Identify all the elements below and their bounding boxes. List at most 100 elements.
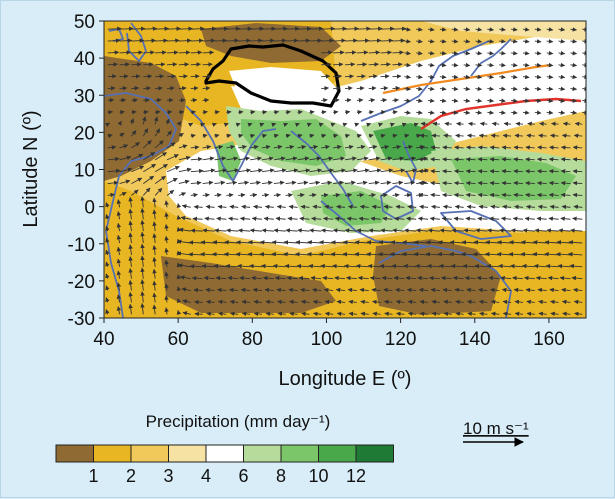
wind-vector bbox=[537, 287, 547, 293]
wind-vector bbox=[546, 39, 554, 44]
wind-vector bbox=[489, 145, 500, 150]
wind-vector bbox=[344, 192, 353, 198]
wind-vector bbox=[355, 263, 369, 269]
wind-vector bbox=[477, 145, 488, 150]
wind-vector bbox=[498, 228, 512, 233]
wind-vector bbox=[241, 204, 251, 210]
wind-vector bbox=[380, 50, 393, 55]
wind-vector bbox=[378, 240, 393, 245]
wind-vector bbox=[285, 180, 297, 186]
wind-vector bbox=[538, 299, 547, 305]
wind-vector bbox=[214, 180, 226, 186]
wind-vector bbox=[475, 50, 483, 56]
wind-vector bbox=[296, 263, 310, 269]
wind-vector bbox=[487, 98, 495, 103]
wind-vector bbox=[356, 168, 370, 173]
wind-vector bbox=[152, 280, 157, 291]
wind-vector bbox=[343, 263, 357, 269]
wind-vector bbox=[558, 110, 566, 115]
x-tick-label: 140 bbox=[459, 329, 491, 350]
wind-vector bbox=[404, 50, 411, 56]
wind-vector bbox=[392, 180, 404, 186]
wind-vector bbox=[570, 98, 578, 103]
wind-vector bbox=[354, 240, 369, 245]
wind-vector bbox=[488, 275, 500, 281]
wind-vector bbox=[334, 216, 346, 221]
wind-vector bbox=[182, 311, 191, 316]
wind-vector bbox=[568, 240, 583, 245]
wind-vector bbox=[546, 110, 554, 115]
wind-vector bbox=[152, 209, 157, 220]
wind-vector bbox=[534, 74, 542, 80]
wind-vector bbox=[525, 169, 535, 174]
x-tick-label: 100 bbox=[311, 329, 343, 350]
wind-vector bbox=[536, 169, 547, 174]
wind-vector bbox=[454, 287, 464, 293]
wind-vector bbox=[297, 109, 303, 115]
wind-vector bbox=[560, 180, 571, 186]
wind-vector bbox=[511, 39, 518, 44]
wind-vector bbox=[214, 192, 222, 198]
wind-vector bbox=[152, 197, 157, 208]
wind-vector bbox=[546, 74, 554, 80]
wind-vector bbox=[512, 275, 524, 281]
wind-vector bbox=[131, 130, 137, 137]
wind-vector bbox=[261, 144, 271, 150]
wind-vector bbox=[346, 275, 357, 281]
wind-vector bbox=[475, 39, 483, 44]
wind-vector bbox=[116, 211, 122, 220]
wind-vector bbox=[451, 27, 459, 32]
wind-vector bbox=[427, 50, 435, 56]
wind-vector bbox=[154, 187, 163, 196]
wind-vector bbox=[167, 62, 178, 67]
wind-vector bbox=[140, 303, 145, 315]
wind-vector bbox=[211, 122, 217, 127]
wind-vector bbox=[430, 169, 440, 174]
wind-vector bbox=[253, 311, 263, 317]
wind-vector bbox=[176, 310, 182, 315]
wind-vector bbox=[478, 133, 488, 138]
wind-vector bbox=[261, 133, 267, 139]
wind-vector bbox=[383, 204, 393, 210]
wind-vector bbox=[418, 180, 429, 186]
wind-vector bbox=[558, 98, 566, 103]
wind-vector bbox=[404, 39, 411, 44]
wind-vector bbox=[273, 109, 280, 115]
wind-vector bbox=[501, 157, 512, 162]
wind-vector bbox=[107, 145, 117, 150]
wind-vector bbox=[512, 216, 524, 221]
wind-vector bbox=[440, 275, 452, 281]
wind-vector bbox=[119, 26, 134, 31]
wind-vector bbox=[417, 275, 429, 281]
wind-vector bbox=[404, 74, 411, 80]
wind-vector bbox=[333, 133, 339, 139]
y-tick-label: -30 bbox=[68, 309, 95, 330]
wind-vector bbox=[140, 279, 145, 291]
wind-vector bbox=[283, 122, 289, 127]
wind-vector bbox=[380, 38, 394, 43]
wind-vector bbox=[368, 98, 376, 103]
wind-vector bbox=[301, 311, 310, 317]
wind-vector bbox=[166, 177, 178, 185]
wind-vector bbox=[571, 275, 583, 281]
wind-vector bbox=[392, 50, 404, 55]
wind-vector bbox=[298, 275, 310, 281]
wind-vector bbox=[356, 133, 362, 139]
wind-vector bbox=[166, 154, 179, 161]
wind-vector bbox=[499, 86, 506, 92]
y-tick-label: 0 bbox=[84, 198, 95, 219]
wind-vector bbox=[439, 228, 452, 233]
colorbar-tick-labels: 1 2 3 4 6 8 10 12 bbox=[88, 466, 366, 486]
wind-vector bbox=[214, 38, 228, 43]
coastline-japan bbox=[470, 38, 512, 77]
wind-vector bbox=[276, 287, 286, 293]
wind-vector bbox=[570, 39, 578, 44]
wind-vector bbox=[140, 243, 145, 255]
wind-vector bbox=[202, 228, 215, 233]
wind-vector bbox=[491, 121, 500, 127]
wind-vector bbox=[344, 168, 358, 173]
wind-vector bbox=[429, 275, 440, 281]
wind-vector bbox=[418, 169, 429, 174]
wind-vector bbox=[344, 38, 358, 43]
